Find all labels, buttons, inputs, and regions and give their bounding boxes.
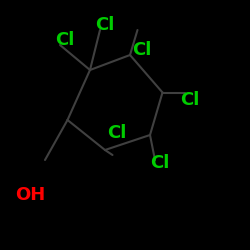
Text: Cl: Cl — [132, 41, 152, 59]
Text: OH: OH — [15, 186, 45, 204]
Text: Cl: Cl — [55, 31, 74, 49]
Text: Cl: Cl — [150, 154, 170, 172]
Text: Cl: Cl — [180, 91, 200, 109]
Text: Cl: Cl — [108, 124, 127, 142]
Text: Cl: Cl — [95, 16, 114, 34]
